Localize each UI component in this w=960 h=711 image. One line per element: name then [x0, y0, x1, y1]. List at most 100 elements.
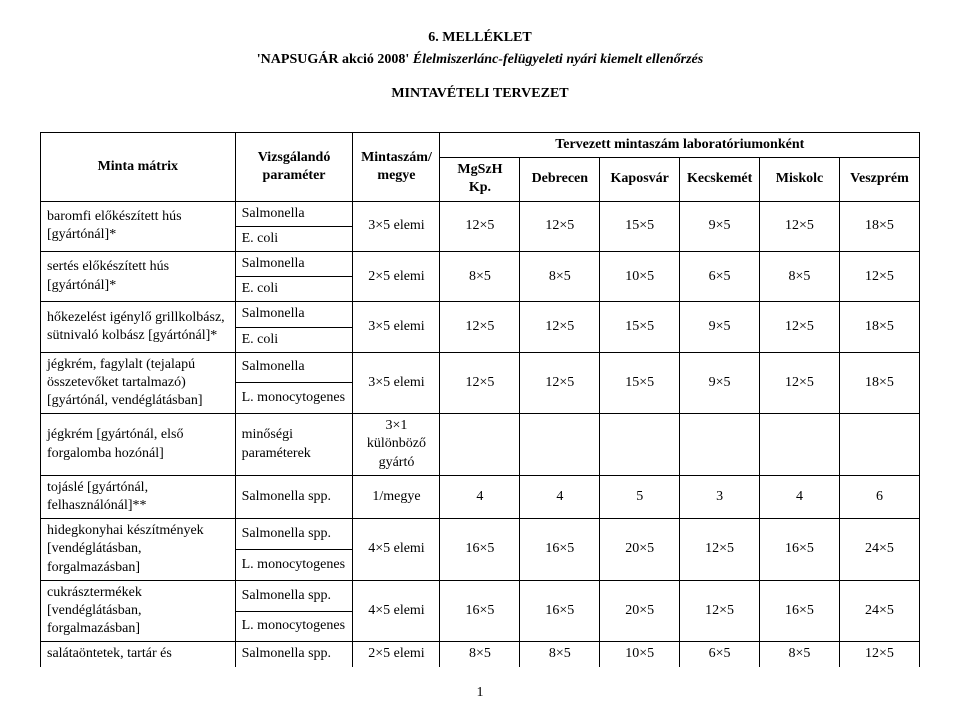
value-cell: 16×5 [520, 519, 600, 581]
megye-cell: 3×5 elemi [353, 201, 440, 251]
lab-header: Miskolc [760, 158, 840, 201]
value-cell: 4 [760, 475, 840, 518]
matrix-cell: hidegkonyhai készítmények [vendéglátásba… [41, 519, 236, 581]
lab-header: MgSzH Kp. [440, 158, 520, 201]
value-cell [760, 414, 840, 476]
param-cell: E. coli [235, 277, 353, 302]
col-matrix-header: Minta mátrix [41, 133, 236, 202]
sampling-plan-table: Minta mátrix Vizsgálandó paraméter Minta… [40, 132, 920, 667]
matrix-cell: jégkrém, fagylalt (tejalapú összetevőket… [41, 352, 236, 414]
param-cell: Salmonella spp. [235, 642, 353, 667]
value-cell: 8×5 [520, 642, 600, 667]
param-cell: Salmonella spp. [235, 580, 353, 611]
lab-header: Kecskemét [680, 158, 760, 201]
table-head: Minta mátrix Vizsgálandó paraméter Minta… [41, 133, 920, 202]
matrix-cell: jégkrém [gyártónál, első forgalomba hozó… [41, 414, 236, 476]
value-cell: 4 [520, 475, 600, 518]
param-cell: L. monocytogenes [235, 549, 353, 580]
megye-cell: 3×5 elemi [353, 352, 440, 414]
value-cell: 12×5 [520, 302, 600, 352]
table-body: baromfi előkészített hús [gyártónál]*Sal… [41, 201, 920, 666]
value-cell: 12×5 [520, 352, 600, 414]
value-cell: 8×5 [520, 251, 600, 301]
value-cell [440, 414, 520, 476]
value-cell: 6 [839, 475, 919, 518]
value-cell: 24×5 [839, 580, 919, 642]
value-cell: 16×5 [760, 519, 840, 581]
value-cell: 6×5 [680, 642, 760, 667]
value-cell: 18×5 [839, 201, 919, 251]
lab-header: Veszprém [839, 158, 919, 201]
param-cell: Salmonella [235, 251, 353, 276]
value-cell: 15×5 [600, 352, 680, 414]
title-italic: Élelmiszerlánc-felügyeleti nyári kiemelt… [413, 52, 703, 67]
value-cell: 3 [680, 475, 760, 518]
value-cell: 12×5 [440, 201, 520, 251]
value-cell: 6×5 [680, 251, 760, 301]
matrix-cell: cukrásztermékek [vendéglátásban, forgalm… [41, 580, 236, 642]
title-quote: 'NAPSUGÁR akció 2008' [257, 52, 409, 67]
value-cell: 5 [600, 475, 680, 518]
megye-cell: 3×5 elemi [353, 302, 440, 352]
value-cell [520, 414, 600, 476]
value-cell: 15×5 [600, 201, 680, 251]
value-cell: 12×5 [760, 201, 840, 251]
param-cell: L. monocytogenes [235, 383, 353, 414]
value-cell [680, 414, 760, 476]
value-cell: 12×5 [760, 302, 840, 352]
param-cell: minőségi paraméterek [235, 414, 353, 476]
megye-cell: 2×5 elemi [353, 251, 440, 301]
matrix-cell: salátaöntetek, tartár és [41, 642, 236, 667]
value-cell: 16×5 [440, 580, 520, 642]
param-cell: Salmonella [235, 201, 353, 226]
value-cell: 4 [440, 475, 520, 518]
value-cell: 12×5 [680, 519, 760, 581]
value-cell: 18×5 [839, 352, 919, 414]
param-cell: Salmonella [235, 352, 353, 383]
lab-header: Debrecen [520, 158, 600, 201]
value-cell: 12×5 [839, 251, 919, 301]
megye-cell: 2×5 elemi [353, 642, 440, 667]
param-cell: E. coli [235, 327, 353, 352]
value-cell: 12×5 [440, 302, 520, 352]
lab-header: Kaposvár [600, 158, 680, 201]
doc-subtitle: MINTAVÉTELI TERVEZET [40, 86, 920, 102]
megye-cell: 3×1 különböző gyártó [353, 414, 440, 476]
value-cell: 18×5 [839, 302, 919, 352]
param-cell: Salmonella spp. [235, 519, 353, 550]
value-cell: 10×5 [600, 251, 680, 301]
matrix-cell: sertés előkészített hús [gyártónál]* [41, 251, 236, 301]
param-cell: Salmonella spp. [235, 475, 353, 518]
value-cell: 12×5 [839, 642, 919, 667]
value-cell: 12×5 [760, 352, 840, 414]
doc-title: 'NAPSUGÁR akció 2008' Élelmiszerlánc-fel… [40, 52, 920, 68]
col-megye-header: Mintaszám/ megye [353, 133, 440, 202]
megye-cell: 4×5 elemi [353, 519, 440, 581]
value-cell: 9×5 [680, 302, 760, 352]
param-cell: E. coli [235, 226, 353, 251]
value-cell: 15×5 [600, 302, 680, 352]
value-cell: 16×5 [760, 580, 840, 642]
value-cell: 12×5 [440, 352, 520, 414]
param-cell: L. monocytogenes [235, 611, 353, 642]
value-cell: 16×5 [520, 580, 600, 642]
value-cell: 9×5 [680, 352, 760, 414]
col-param-header: Vizsgálandó paraméter [235, 133, 353, 202]
value-cell [839, 414, 919, 476]
value-cell [600, 414, 680, 476]
megye-cell: 1/megye [353, 475, 440, 518]
value-cell: 20×5 [600, 519, 680, 581]
matrix-cell: baromfi előkészített hús [gyártónál]* [41, 201, 236, 251]
value-cell: 8×5 [440, 251, 520, 301]
value-cell: 12×5 [520, 201, 600, 251]
param-cell: Salmonella [235, 302, 353, 327]
matrix-cell: tojáslé [gyártónál, felhasználónál]** [41, 475, 236, 518]
value-cell: 9×5 [680, 201, 760, 251]
value-cell: 12×5 [680, 580, 760, 642]
appendix-number: 6. MELLÉKLET [40, 30, 920, 46]
value-cell: 8×5 [440, 642, 520, 667]
value-cell: 16×5 [440, 519, 520, 581]
value-cell: 24×5 [839, 519, 919, 581]
matrix-cell: hőkezelést igénylő grillkolbász, sütniva… [41, 302, 236, 352]
value-cell: 8×5 [760, 642, 840, 667]
